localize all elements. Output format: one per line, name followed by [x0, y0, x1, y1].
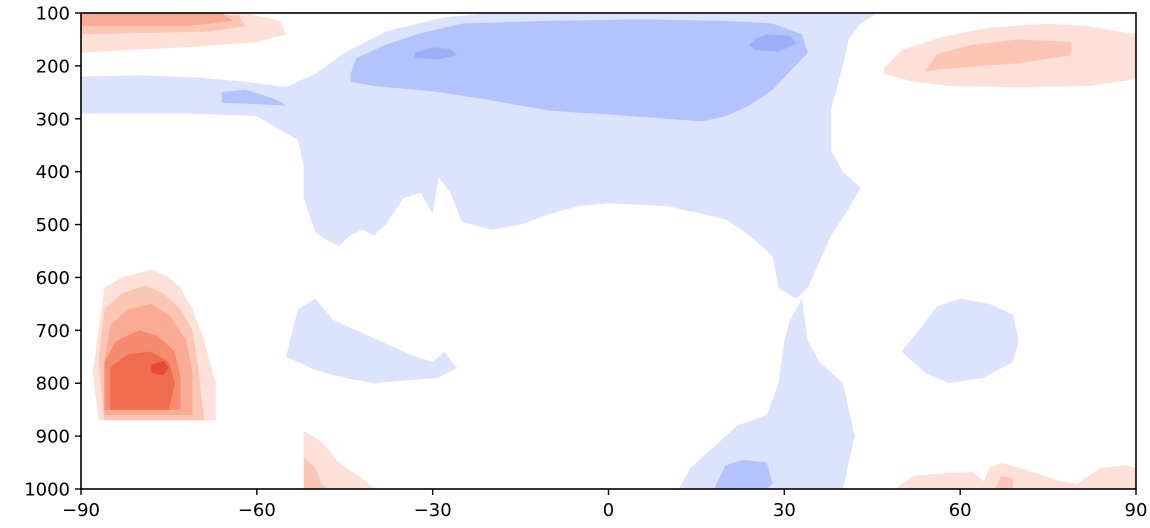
- x-tick-label: −60: [238, 500, 276, 521]
- y-tick-label: 500: [36, 215, 70, 236]
- contour-region-tropical-lower-cool-core: [714, 459, 773, 489]
- contour-region-nh-surface-warm-core: [303, 457, 328, 489]
- contour-region-upper-cool-strong-1: [415, 47, 457, 60]
- contour-region-upper-cool-core: [350, 19, 808, 122]
- y-tick-label: 700: [36, 321, 70, 342]
- y-tick-label: 800: [36, 374, 70, 395]
- x-tick-label: 60: [949, 500, 972, 521]
- contour-region-upper-cool-strong-2: [749, 34, 797, 52]
- contour-region-mid-cool-lobe: [286, 298, 462, 384]
- x-tick-label: 0: [603, 500, 614, 521]
- y-tick-label: 300: [36, 109, 70, 130]
- contour-region-nh-polar-top-warm: [81, 13, 234, 27]
- contour-region-nh-polar-low-warm-peak: [151, 361, 169, 376]
- x-tick-label: −90: [62, 500, 100, 521]
- contour-fills: [81, 13, 1136, 489]
- contour-region-sh-surface-warm-core: [995, 475, 1013, 489]
- y-tick-label: 1000: [24, 480, 70, 501]
- y-axis: 100 200 300 400 500 600 700 800 900 1000: [24, 4, 81, 501]
- contour-region-nh-surface-warm: [303, 430, 375, 489]
- x-tick-label: 90: [1125, 500, 1148, 521]
- contour-region-sh-surface-warm: [895, 462, 1136, 489]
- x-tick-label: −30: [414, 500, 452, 521]
- y-tick-label: 600: [36, 268, 70, 289]
- y-tick-label: 100: [36, 4, 70, 25]
- y-tick-label: 900: [36, 427, 70, 448]
- x-tick-label: 30: [773, 500, 796, 521]
- y-tick-label: 400: [36, 162, 70, 183]
- x-axis: −90 −60 −30 0 30 60 90: [62, 489, 1147, 521]
- contour-region-tropical-lower-cool: [678, 298, 855, 489]
- contour-region-nh-polar-low-warm: [110, 351, 175, 410]
- contour-region-cool-tongue: [221, 89, 287, 106]
- contour-region-mid-cool-lobe-2: [901, 298, 1019, 384]
- contour-region-sh-upper-warm-core: [925, 39, 1072, 72]
- y-tick-label: 200: [36, 56, 70, 77]
